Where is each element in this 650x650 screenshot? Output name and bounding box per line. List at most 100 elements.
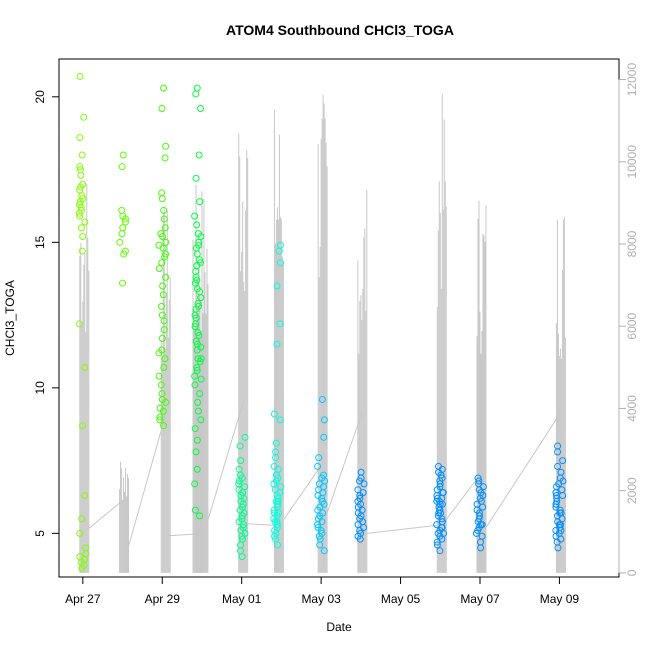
depth-transit-line xyxy=(362,524,443,535)
data-point xyxy=(121,218,129,226)
data-point xyxy=(160,206,168,214)
data-point xyxy=(158,259,166,267)
data-point xyxy=(438,500,446,508)
data-point xyxy=(476,494,484,502)
data-point xyxy=(75,201,83,209)
data-point xyxy=(196,256,204,264)
data-point xyxy=(436,506,444,514)
data-point xyxy=(276,416,284,424)
data-point xyxy=(77,224,85,232)
data-point xyxy=(272,439,280,447)
data-point xyxy=(78,564,86,572)
data-point xyxy=(158,334,166,342)
data-point xyxy=(192,90,200,98)
data-point xyxy=(158,395,166,403)
data-point xyxy=(195,151,203,159)
data-point xyxy=(192,305,200,313)
data-point xyxy=(191,381,199,389)
data-point xyxy=(81,363,89,371)
data-point xyxy=(320,547,328,555)
data-point xyxy=(119,279,127,287)
data-point xyxy=(76,198,84,206)
data-point xyxy=(156,404,164,412)
y-tick-label: 10 xyxy=(33,381,47,395)
data-point xyxy=(436,547,444,555)
x-tick-label: Apr 29 xyxy=(145,592,181,606)
data-point xyxy=(477,521,485,529)
data-point xyxy=(357,529,365,537)
data-point xyxy=(195,331,203,339)
y-right-tick-label: 4000 xyxy=(625,395,639,422)
data-point xyxy=(193,340,201,348)
data-point xyxy=(75,209,83,217)
data-point xyxy=(76,529,84,537)
x-tick-label: May 05 xyxy=(381,592,421,606)
data-point xyxy=(160,422,168,430)
data-point xyxy=(552,500,560,508)
data-point xyxy=(556,506,564,514)
data-point xyxy=(76,163,84,171)
data-point xyxy=(76,166,84,174)
data-point xyxy=(433,538,441,546)
data-point xyxy=(158,104,166,112)
data-point xyxy=(318,395,326,403)
data-point xyxy=(316,503,324,511)
data-point xyxy=(556,509,564,517)
data-point xyxy=(436,480,444,488)
data-point xyxy=(553,483,561,491)
data-point xyxy=(155,241,163,249)
data-point xyxy=(318,497,326,505)
data-point xyxy=(80,113,88,121)
data-point xyxy=(475,477,483,485)
x-axis-label: Date xyxy=(326,620,352,634)
data-point xyxy=(193,436,201,444)
data-point xyxy=(79,233,87,241)
depth-transit-line xyxy=(84,498,125,533)
data-point xyxy=(316,541,324,549)
data-point xyxy=(162,142,170,150)
data-point xyxy=(161,355,169,363)
data-point xyxy=(116,238,124,246)
data-point xyxy=(237,492,245,500)
data-point xyxy=(554,448,562,456)
data-point xyxy=(160,84,168,92)
data-point xyxy=(160,363,168,371)
data-point xyxy=(276,259,284,267)
data-point xyxy=(161,224,169,232)
data-point xyxy=(118,163,126,171)
data-point xyxy=(241,483,249,491)
data-point xyxy=(119,151,127,159)
data-point xyxy=(196,288,204,296)
data-point xyxy=(238,553,246,561)
data-point xyxy=(196,512,204,520)
data-point xyxy=(196,198,204,206)
y-axis-label: CHCl3_TOGA xyxy=(3,280,17,356)
data-point xyxy=(192,448,200,456)
points-layer xyxy=(75,72,567,572)
data-point xyxy=(193,363,201,371)
data-point xyxy=(160,326,168,334)
y-tick-label: 5 xyxy=(33,530,47,537)
y-right-tick-label: 12000 xyxy=(625,63,639,97)
data-point xyxy=(318,474,326,482)
depth-transit-line xyxy=(124,412,167,561)
data-point xyxy=(197,375,205,383)
data-point xyxy=(162,273,170,281)
data-point xyxy=(197,416,205,424)
y-right-tick-label: 8000 xyxy=(625,230,639,257)
y-right-tick-label: 10000 xyxy=(625,145,639,179)
data-point xyxy=(439,489,447,497)
y-tick-label: 20 xyxy=(33,90,47,104)
data-point xyxy=(472,529,480,537)
data-point xyxy=(155,372,163,380)
depth-transit-line xyxy=(481,411,562,535)
data-point xyxy=(559,477,567,485)
data-point xyxy=(479,483,487,491)
data-point xyxy=(76,553,84,561)
data-point xyxy=(270,480,278,488)
data-point xyxy=(314,492,322,500)
depth-transit-line xyxy=(279,462,324,526)
data-point xyxy=(274,465,282,473)
data-point xyxy=(192,174,200,182)
